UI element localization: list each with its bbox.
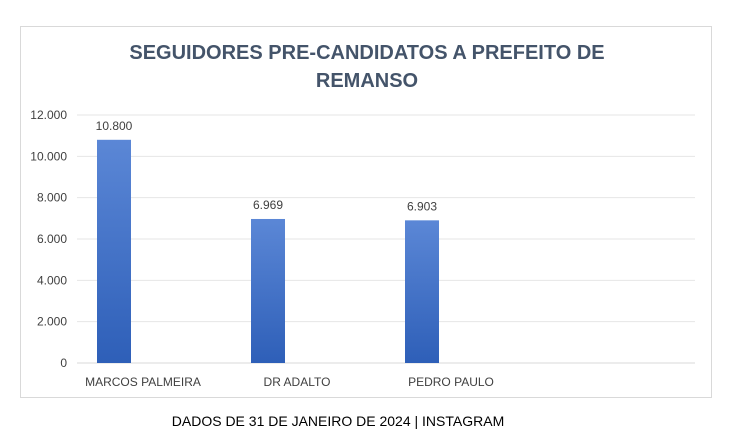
bar-chart-plot: 0 2.000 4.000 6.000 8.000 10.000 12.000 10.800… xyxy=(30,108,695,389)
bar xyxy=(97,139,131,363)
bar xyxy=(251,218,285,363)
x-tick-label: DR ADALTO xyxy=(264,375,331,389)
chart-title: SEGUIDORES PRE-CANDIDATOS A PREFEITO DE … xyxy=(21,39,713,95)
data-label: 10.800 xyxy=(96,119,133,133)
y-tick-label: 0 xyxy=(60,356,67,370)
y-tick-label: 12.000 xyxy=(30,108,67,122)
y-tick-label: 10.000 xyxy=(30,149,67,163)
gridlines xyxy=(77,114,695,364)
y-axis-tick-labels: 0 2.000 4.000 6.000 8.000 10.000 12.000 xyxy=(30,108,67,370)
bar xyxy=(405,220,439,363)
chart-source-footer: DADOS DE 31 DE JANEIRO DE 2024 | INSTAGR… xyxy=(171,413,505,429)
data-label: 6.969 xyxy=(253,198,283,212)
y-tick-label: 6.000 xyxy=(37,232,67,246)
chart-title-line-1: SEGUIDORES PRE-CANDIDATOS A PREFEITO DE xyxy=(129,42,605,64)
data-labels: 10.800 6.969 6.903 xyxy=(96,119,438,214)
y-tick-label: 8.000 xyxy=(37,191,67,205)
chart-title-line-2: REMANSO xyxy=(315,70,419,92)
y-tick-label: 2.000 xyxy=(37,315,67,329)
chart-frame: SEGUIDORES PRE-CANDIDATOS A PREFEITO DE … xyxy=(20,26,712,398)
bars xyxy=(97,139,439,363)
y-tick-label: 4.000 xyxy=(37,273,67,287)
x-axis-tick-labels: MARCOS PALMEIRA DR ADALTO PEDRO PAULO xyxy=(85,375,494,389)
x-tick-label: MARCOS PALMEIRA xyxy=(85,375,201,389)
x-tick-label: PEDRO PAULO xyxy=(408,375,494,389)
data-label: 6.903 xyxy=(407,199,437,213)
